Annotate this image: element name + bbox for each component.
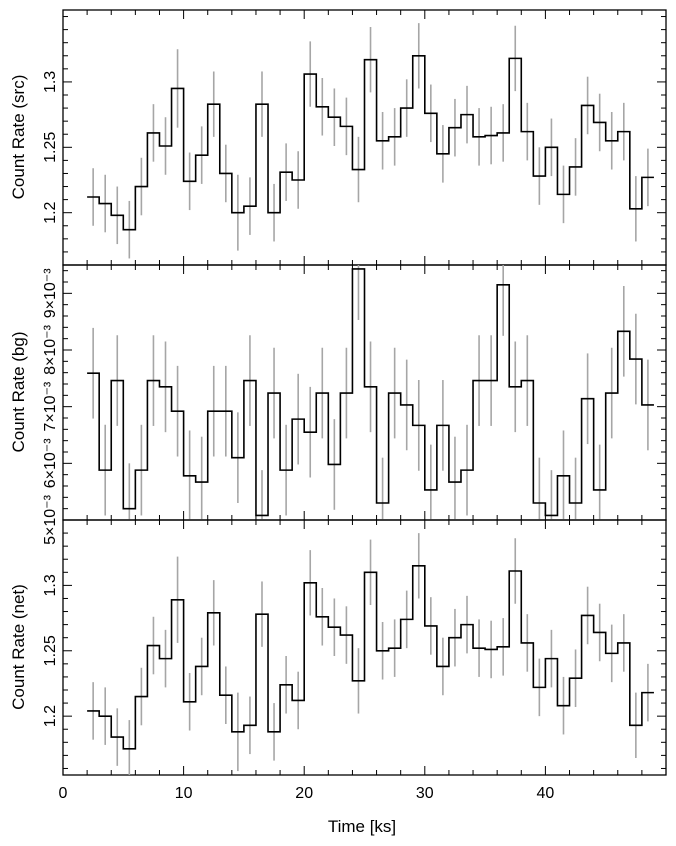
x-tick-label: 40 [537,785,555,802]
panel-bg: Count Rate (bg) 5×10⁻³ 6×10⁻³ 7×10⁻³ 8×10⁻³… [9,264,667,545]
x-tick-label: 20 [295,785,313,802]
x-axis: 0 10 20 30 40 [59,785,555,802]
panel-bg-step-line [87,268,654,517]
panel-bg-ytick-label: 8×10⁻³ [42,324,59,374]
panel-net-step-line [87,564,654,750]
panel-src-ytick-label: 1.2 [42,201,59,223]
panel-src: Count Rate (src) 1.2 1.25 1.3 [9,9,667,266]
panel-net-ylabel: Count Rate (net) [9,584,28,710]
panel-net-ytick-label: 1.2 [42,705,59,727]
panel-net-ytick-label: 1.3 [42,574,59,596]
x-tick-label: 10 [175,785,193,802]
panel-bg-ytick-label: 6×10⁻³ [42,438,59,488]
panel-net: Count Rate (net) 1.2 1.25 1.3 [9,519,667,776]
panel-net-ytick-label: 1.25 [42,635,59,666]
panel-src-step-line [87,54,654,231]
panel-src-ytick-label: 1.3 [42,71,59,93]
panel-src-ytick-label: 1.25 [42,132,59,163]
panel-net-frame [62,519,667,776]
x-axis-label: Time [ks] [328,817,396,836]
panel-bg-ytick-label: 7×10⁻³ [42,381,59,431]
panel-bg-ytick-label: 9×10⁻³ [42,268,59,318]
panel-src-ylabel: Count Rate (src) [9,75,28,200]
x-tick-label: 0 [59,785,68,802]
panel-bg-ylabel: Count Rate (bg) [9,332,28,453]
panel-bg-ytick-label: 5×10⁻³ [42,494,59,544]
x-tick-label: 30 [416,785,434,802]
